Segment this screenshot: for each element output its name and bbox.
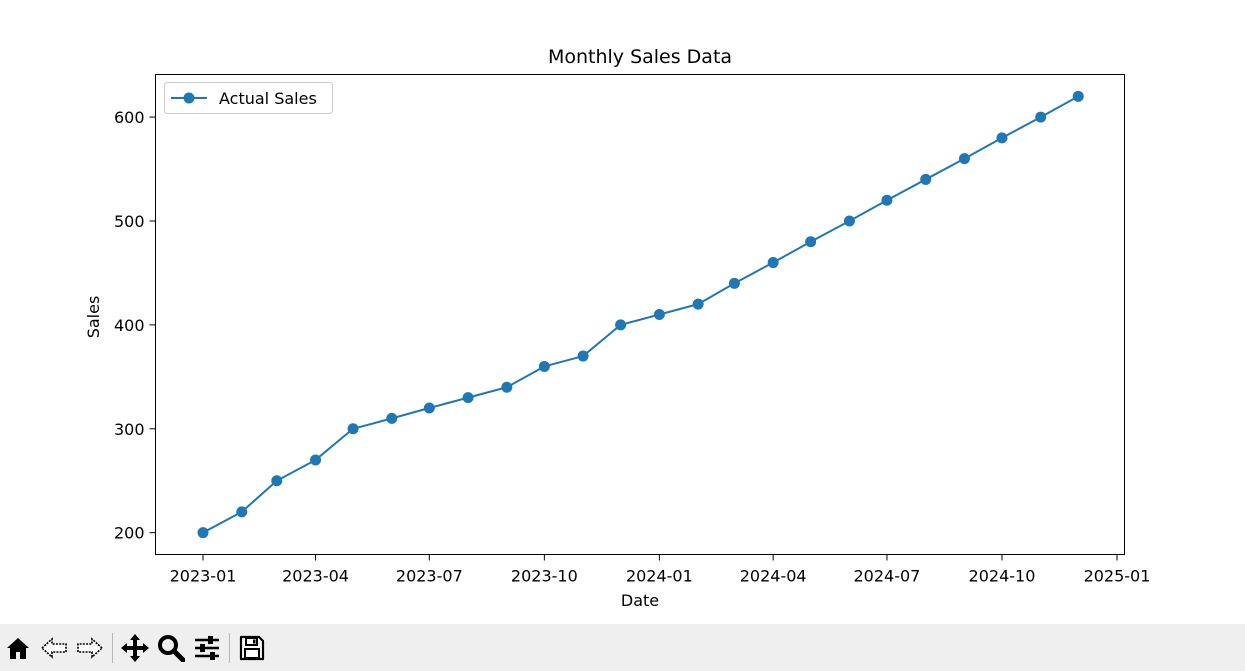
configure-icon [195, 635, 219, 660]
y-tick-label: 400 [114, 316, 145, 335]
data-point [423, 402, 435, 414]
data-point [996, 132, 1008, 144]
chart-title: Monthly Sales Data [548, 46, 732, 68]
back-button[interactable] [36, 628, 72, 668]
data-point [653, 309, 665, 320]
data-point [271, 475, 283, 487]
save-icon [239, 635, 265, 660]
data-point [386, 412, 398, 424]
data-point [615, 319, 627, 331]
y-tick-label: 500 [114, 212, 145, 231]
legend: Actual Sales [164, 82, 333, 114]
zoom-icon [158, 634, 185, 662]
data-point [767, 257, 779, 269]
zoom-button[interactable] [153, 628, 189, 668]
x-tick-label: 2023-10 [511, 567, 578, 586]
axes-frame [155, 74, 1125, 555]
x-tick-label: 2024-07 [854, 567, 921, 586]
y-tick-label: 600 [114, 108, 145, 127]
forward-button[interactable] [72, 628, 108, 668]
y-axis-label: Sales [84, 296, 103, 339]
legend-marker [183, 92, 195, 104]
y-tick-label: 300 [114, 420, 145, 439]
x-axis-label: Date [621, 591, 659, 610]
data-point [728, 277, 740, 289]
forward-icon [77, 636, 104, 659]
pan-icon [121, 633, 149, 662]
data-point [462, 392, 474, 404]
save-button[interactable] [234, 628, 270, 668]
home-button[interactable] [0, 628, 36, 668]
configure-button[interactable] [189, 628, 225, 668]
data-point [1035, 111, 1047, 123]
data-point [692, 298, 704, 310]
data-point [236, 506, 248, 518]
data-point [1072, 90, 1084, 102]
x-tick-label: 2024-10 [969, 567, 1036, 586]
x-tick-label: 2023-07 [396, 567, 463, 586]
toolbar-separator [112, 632, 113, 663]
legend-label: Actual Sales [219, 89, 317, 108]
legend-box [164, 82, 333, 114]
pan-button[interactable] [117, 628, 153, 668]
series-line [202, 95, 1079, 534]
data-point [805, 236, 817, 248]
data-point [347, 423, 359, 435]
toolbar-separator [229, 632, 230, 663]
data-point [538, 360, 550, 372]
data-point [197, 527, 209, 539]
x-tick-label: 2023-04 [282, 567, 349, 586]
x-tick-label: 2024-04 [740, 567, 807, 586]
data-point [577, 350, 589, 362]
data-point [881, 194, 893, 206]
x-tick-label: 2025-01 [1084, 567, 1151, 586]
y-tick-label: 200 [114, 524, 145, 543]
x-tick-label: 2023-01 [170, 567, 237, 586]
chart-figure: Monthly Sales Data 2023-01 2023-04 2023-07… [84, 46, 1151, 610]
data-point [501, 381, 513, 393]
back-icon [40, 636, 67, 659]
data-point [843, 215, 855, 227]
x-tick-label: 2024-01 [626, 567, 693, 586]
data-point [310, 454, 322, 466]
home-icon [7, 637, 29, 659]
data-point [958, 153, 970, 165]
navigation-toolbar [0, 624, 1245, 671]
plot-area: 2023-01 2023-04 2023-07 2023-10 2024-01 2024-… [114, 90, 1151, 586]
data-point [920, 173, 932, 185]
